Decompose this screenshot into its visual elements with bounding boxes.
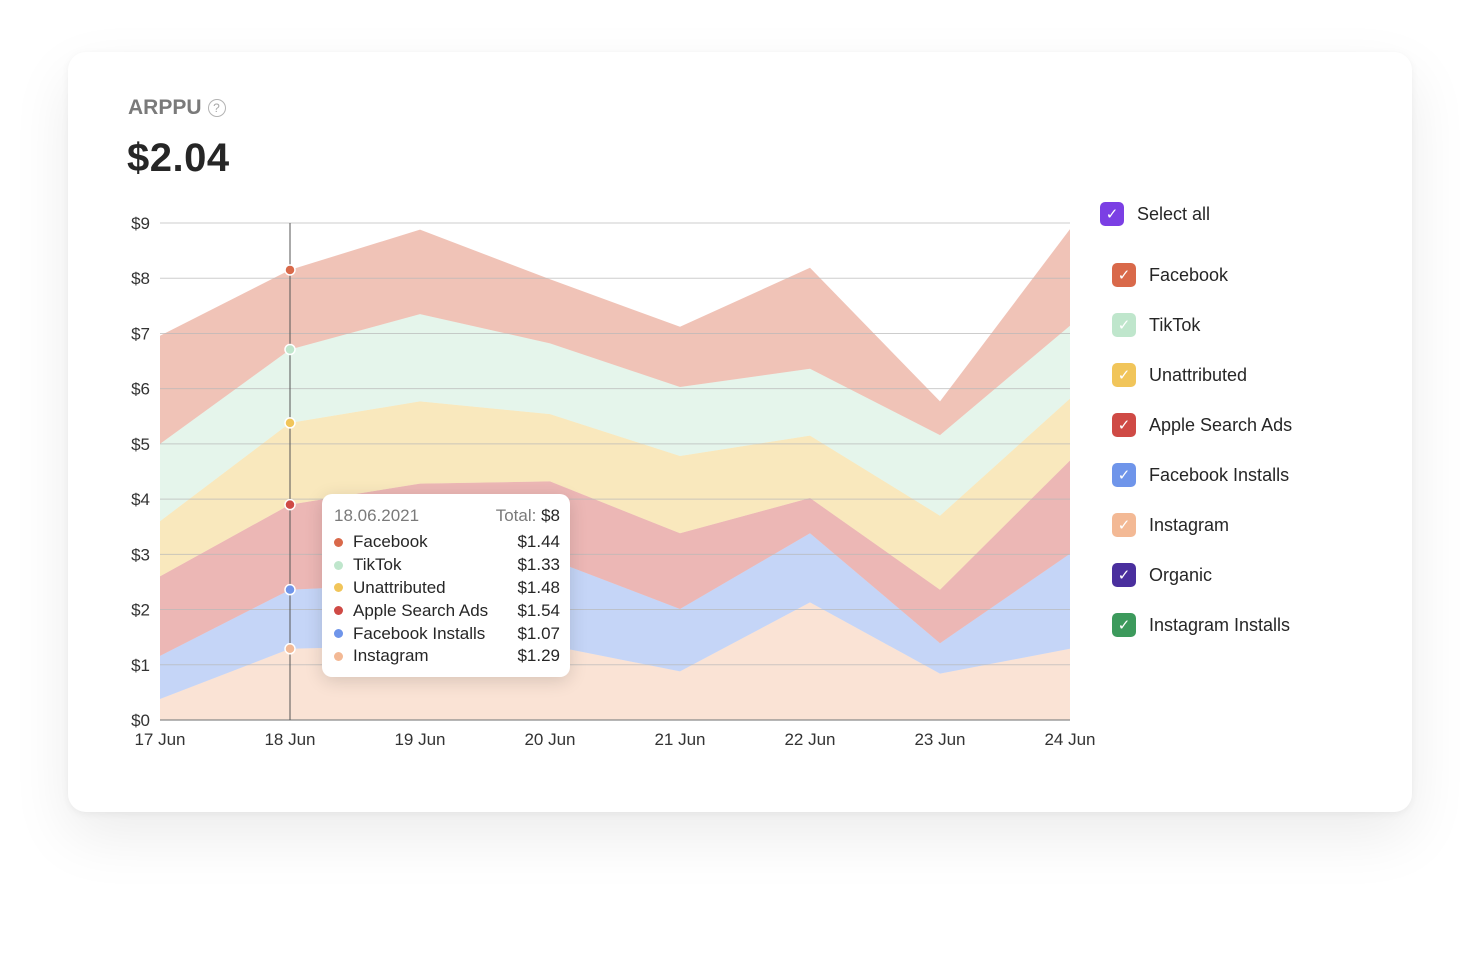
hover-point: [284, 498, 296, 511]
y-tick-label: $1: [131, 656, 150, 675]
y-tick-label: $5: [131, 435, 150, 454]
x-tick-label: 17 Jun: [134, 730, 185, 749]
legend-item[interactable]: ✓ Unattributed: [1100, 350, 1400, 400]
tooltip-date: 18.06.2021: [334, 506, 420, 525]
legend-checkbox[interactable]: ✓: [1112, 363, 1136, 387]
tooltip-total: Total: $8: [496, 506, 560, 526]
tooltip-dot: [334, 537, 343, 547]
metric-title: ARPPU ?: [128, 96, 226, 120]
legend-checkbox[interactable]: ✓: [1112, 513, 1136, 537]
tooltip-dot: [334, 606, 343, 616]
legend-checkbox[interactable]: ✓: [1112, 413, 1136, 437]
chart-tooltip: 18.06.2021 Total: $8 Facebook $1.44 TikTok…: [322, 494, 570, 677]
legend-checkbox[interactable]: ✓: [1112, 463, 1136, 487]
legend-checkbox[interactable]: ✓: [1112, 313, 1136, 337]
y-tick-label: $7: [131, 324, 150, 343]
area-facebook: [160, 229, 1070, 444]
select-all-label: Select all: [1137, 203, 1211, 224]
legend-item[interactable]: ✓ Facebook: [1100, 250, 1400, 300]
tooltip-series-name: Facebook: [353, 532, 428, 552]
tooltip-series-name: Instagram: [353, 646, 429, 666]
x-tick-label: 20 Jun: [524, 730, 575, 749]
chart-card: [68, 52, 1412, 812]
metric-title-label: ARPPU: [128, 96, 202, 119]
select-all-toggle[interactable]: ✓ Select all: [1100, 200, 1400, 228]
legend: ✓ Select all ✓ Facebook ✓ TikTok ✓ Unattribut…: [1100, 200, 1400, 650]
tooltip-series-name: Apple Search Ads: [353, 600, 489, 620]
y-tick-label: $4: [131, 490, 150, 509]
legend-label: TikTok: [1149, 314, 1201, 335]
tooltip-row: Facebook Installs $1.07: [334, 622, 560, 645]
legend-checkbox[interactable]: ✓: [1112, 263, 1136, 287]
select-all-checkbox[interactable]: ✓: [1100, 202, 1124, 226]
tooltip-series-name: Unattributed: [353, 577, 446, 597]
tooltip-series-value: $1.07: [517, 623, 560, 643]
legend-item[interactable]: ✓ Instagram: [1100, 500, 1400, 550]
x-tick-label: 19 Jun: [394, 730, 445, 749]
area-instagram: [160, 602, 1070, 720]
legend-item[interactable]: ✓ TikTok: [1100, 300, 1400, 350]
legend-item[interactable]: ✓ Facebook Installs: [1100, 450, 1400, 500]
y-tick-label: $3: [131, 545, 150, 564]
tooltip-dot: [334, 629, 343, 639]
tooltip-total-value: $8: [541, 506, 560, 525]
area-facebook-installs: [160, 533, 1070, 699]
tooltip-total-label: Total:: [495, 506, 537, 525]
legend-item[interactable]: ✓ Organic: [1100, 550, 1400, 600]
hover-point: [284, 264, 296, 276]
y-tick-label: $8: [131, 269, 150, 288]
hover-point: [284, 643, 296, 655]
legend-label: Unattributed: [1149, 364, 1248, 385]
hover-point: [284, 343, 296, 356]
legend-label: Facebook: [1149, 264, 1229, 285]
tooltip-dot: [334, 651, 343, 661]
tooltip-row: Instagram $1.29: [334, 645, 560, 668]
tooltip-series-value: $1.48: [517, 577, 560, 597]
legend-item[interactable]: ✓ Instagram Installs: [1100, 600, 1400, 650]
x-tick-label: 21 Jun: [654, 730, 705, 749]
y-tick-label: $2: [131, 601, 150, 620]
tooltip-row: Apple Search Ads $1.54: [334, 599, 560, 622]
legend-label: Instagram Installs: [1149, 614, 1291, 635]
area-unattributed: [160, 398, 1070, 590]
legend-label: Organic: [1149, 564, 1213, 585]
y-tick-label: $6: [131, 380, 150, 399]
x-tick-label: 23 Jun: [914, 730, 965, 749]
tooltip-row: TikTok $1.33: [334, 554, 560, 577]
y-tick-label: $0: [131, 711, 150, 730]
tooltip-series-value: $1.44: [517, 532, 560, 552]
y-tick-label: $9: [131, 214, 150, 233]
area-tiktok: [160, 314, 1070, 522]
legend-label: Instagram: [1149, 514, 1230, 535]
hover-point: [284, 583, 296, 596]
x-tick-label: 24 Jun: [1044, 730, 1095, 749]
tooltip-rows: Facebook $1.44 TikTok $1.33 Unattributed $1.4…: [334, 531, 560, 668]
tooltip-dot: [334, 583, 343, 593]
tooltip-dot: [334, 560, 343, 570]
hover-point: [284, 417, 296, 429]
legend-label: Facebook Installs: [1149, 464, 1290, 485]
legend-checkbox[interactable]: ✓: [1112, 563, 1136, 587]
legend-items: ✓ Facebook ✓ TikTok ✓ Unattributed ✓ Apple Sear…: [1100, 250, 1400, 650]
tooltip-series-name: Facebook Installs: [353, 623, 486, 643]
tooltip-series-value: $1.33: [517, 555, 560, 575]
tooltip-series-value: $1.29: [517, 646, 560, 666]
x-tick-label: 22 Jun: [784, 730, 835, 749]
tooltip-header: 18.06.2021 Total: $8: [334, 506, 560, 526]
question-circle-icon[interactable]: ?: [207, 99, 226, 117]
legend-item[interactable]: ✓ Apple Search Ads: [1100, 400, 1400, 450]
legend-checkbox[interactable]: ✓: [1112, 613, 1136, 637]
tooltip-series-value: $1.54: [517, 600, 560, 620]
tooltip-series-name: TikTok: [353, 555, 402, 575]
tooltip-row: Facebook $1.44: [334, 531, 560, 554]
metric-value: $2.04: [127, 136, 230, 180]
tooltip-row: Unattributed $1.48: [334, 577, 560, 600]
x-tick-label: 18 Jun: [264, 730, 315, 749]
legend-label: Apple Search Ads: [1149, 414, 1293, 435]
